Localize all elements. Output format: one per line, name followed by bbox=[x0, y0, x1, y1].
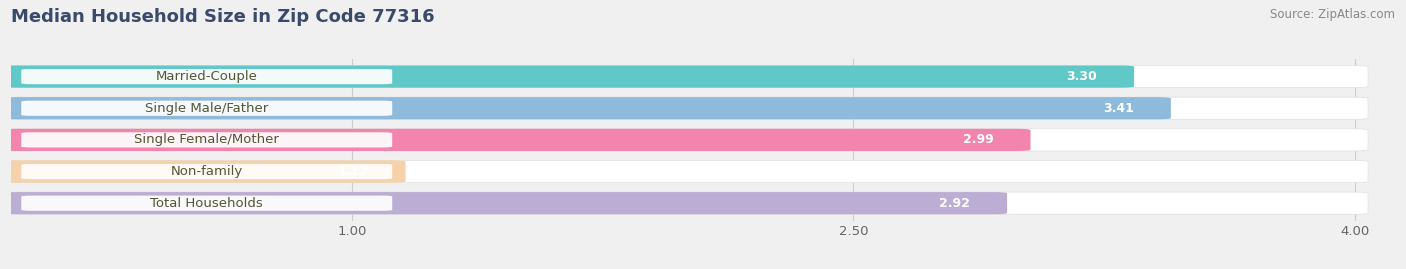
FancyBboxPatch shape bbox=[4, 160, 1368, 183]
Text: Non-family: Non-family bbox=[170, 165, 243, 178]
Text: 1.12: 1.12 bbox=[337, 165, 368, 178]
Text: Married-Couple: Married-Couple bbox=[156, 70, 257, 83]
Text: Single Female/Mother: Single Female/Mother bbox=[135, 133, 280, 146]
FancyBboxPatch shape bbox=[4, 129, 1031, 151]
Text: Source: ZipAtlas.com: Source: ZipAtlas.com bbox=[1270, 8, 1395, 21]
FancyBboxPatch shape bbox=[4, 97, 1368, 119]
Text: Total Households: Total Households bbox=[150, 197, 263, 210]
FancyBboxPatch shape bbox=[21, 132, 392, 147]
FancyBboxPatch shape bbox=[4, 160, 405, 183]
Text: 3.41: 3.41 bbox=[1104, 102, 1135, 115]
FancyBboxPatch shape bbox=[4, 97, 1171, 119]
FancyBboxPatch shape bbox=[4, 192, 1368, 214]
Text: 3.30: 3.30 bbox=[1067, 70, 1097, 83]
FancyBboxPatch shape bbox=[4, 129, 1368, 151]
Text: 2.99: 2.99 bbox=[963, 133, 994, 146]
FancyBboxPatch shape bbox=[21, 69, 392, 84]
Text: Single Male/Father: Single Male/Father bbox=[145, 102, 269, 115]
Text: Median Household Size in Zip Code 77316: Median Household Size in Zip Code 77316 bbox=[11, 8, 434, 26]
FancyBboxPatch shape bbox=[21, 196, 392, 211]
FancyBboxPatch shape bbox=[4, 192, 1007, 214]
FancyBboxPatch shape bbox=[21, 164, 392, 179]
FancyBboxPatch shape bbox=[4, 66, 1368, 88]
FancyBboxPatch shape bbox=[4, 66, 1135, 88]
FancyBboxPatch shape bbox=[21, 101, 392, 116]
Text: 2.92: 2.92 bbox=[939, 197, 970, 210]
